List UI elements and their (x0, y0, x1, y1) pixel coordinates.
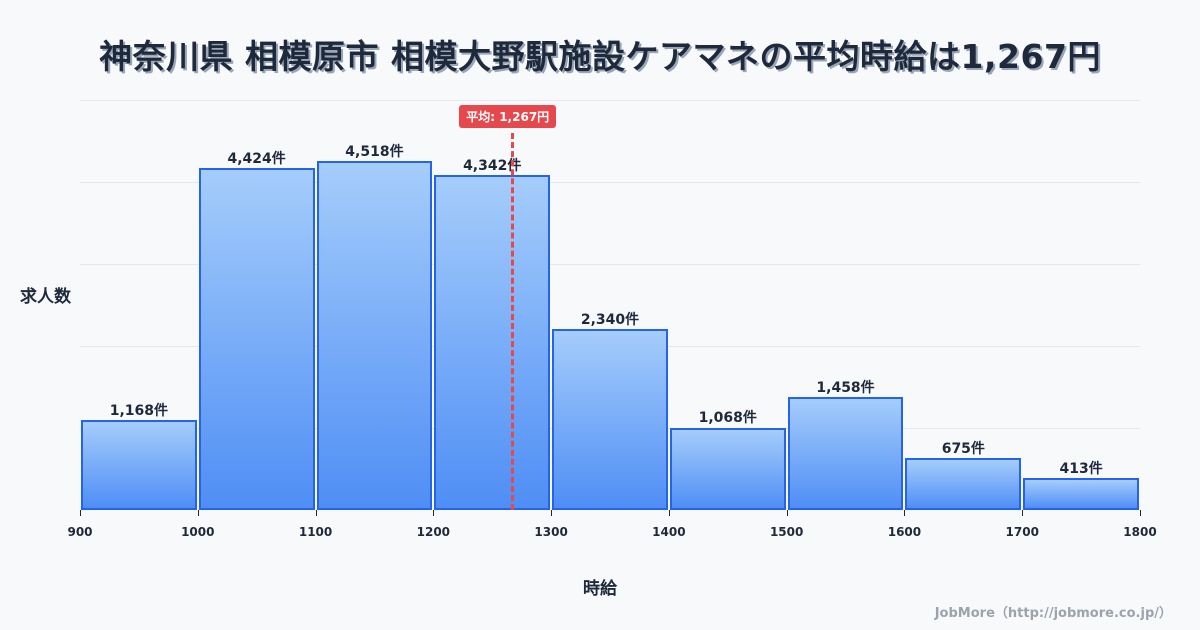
gridline (80, 182, 1140, 183)
histogram-bar (552, 329, 668, 510)
x-tick (315, 510, 317, 516)
gridline (80, 100, 1140, 101)
x-tick-label: 1000 (181, 525, 215, 539)
bar-value-label: 1,168件 (109, 402, 169, 419)
histogram-bar (81, 419, 197, 510)
bar-value-label: 4,342件 (463, 157, 522, 174)
x-tick (551, 510, 553, 516)
credit-text: JobMore（http://jobmore.co.jp/） (934, 606, 1172, 621)
histogram-bar (787, 397, 904, 510)
average-badge: 平均: 1,267円 (459, 105, 557, 128)
histogram-bar (1023, 478, 1139, 510)
plot-area: 1,168件 4,424件 4,518件 4,342件 2,340件 1,068件 1,45… (80, 100, 1140, 510)
x-tick (197, 510, 199, 516)
histogram-bar (434, 174, 551, 510)
chart-title: 神奈川県 相模原市 相模大野駅施設ケアマネの平均時給は1,267円 (99, 37, 1101, 76)
gridline (80, 264, 1140, 265)
x-tick (904, 510, 906, 516)
x-tick-label: 1600 (887, 525, 922, 539)
x-tick (786, 510, 788, 516)
x-tick (80, 510, 81, 516)
x-tick (1140, 510, 1141, 516)
histogram-bar (198, 168, 315, 510)
x-axis-label: 時給 (583, 579, 617, 599)
x-tick-label: 1300 (534, 525, 568, 539)
x-tick-label: 1700 (1005, 525, 1039, 539)
x-tick-label: 1800 (1123, 525, 1157, 539)
x-tick-label: 1200 (416, 525, 451, 539)
bar-value-label: 4,518件 (345, 143, 404, 160)
x-tick (1022, 510, 1024, 516)
bar-value-label: 1,068件 (698, 410, 757, 427)
bar-value-label: 2,340件 (580, 312, 640, 329)
x-tick-label: 1500 (769, 525, 804, 539)
x-tick (433, 510, 435, 516)
x-tick (668, 510, 670, 516)
bar-value-label: 4,424件 (227, 151, 286, 168)
x-tick-label: 900 (67, 525, 93, 539)
y-axis-label: 求人数 (20, 287, 71, 307)
x-tick-label: 1400 (652, 525, 686, 539)
histogram-bar (316, 160, 433, 510)
average-line (511, 133, 515, 510)
histogram-bar (669, 427, 786, 510)
x-tick-label: 1100 (298, 525, 333, 539)
bar-value-label: 675件 (941, 440, 985, 457)
bar-value-label: 1,458件 (816, 380, 875, 397)
histogram-bar (905, 457, 1022, 510)
bar-value-label: 413件 (1059, 461, 1103, 478)
